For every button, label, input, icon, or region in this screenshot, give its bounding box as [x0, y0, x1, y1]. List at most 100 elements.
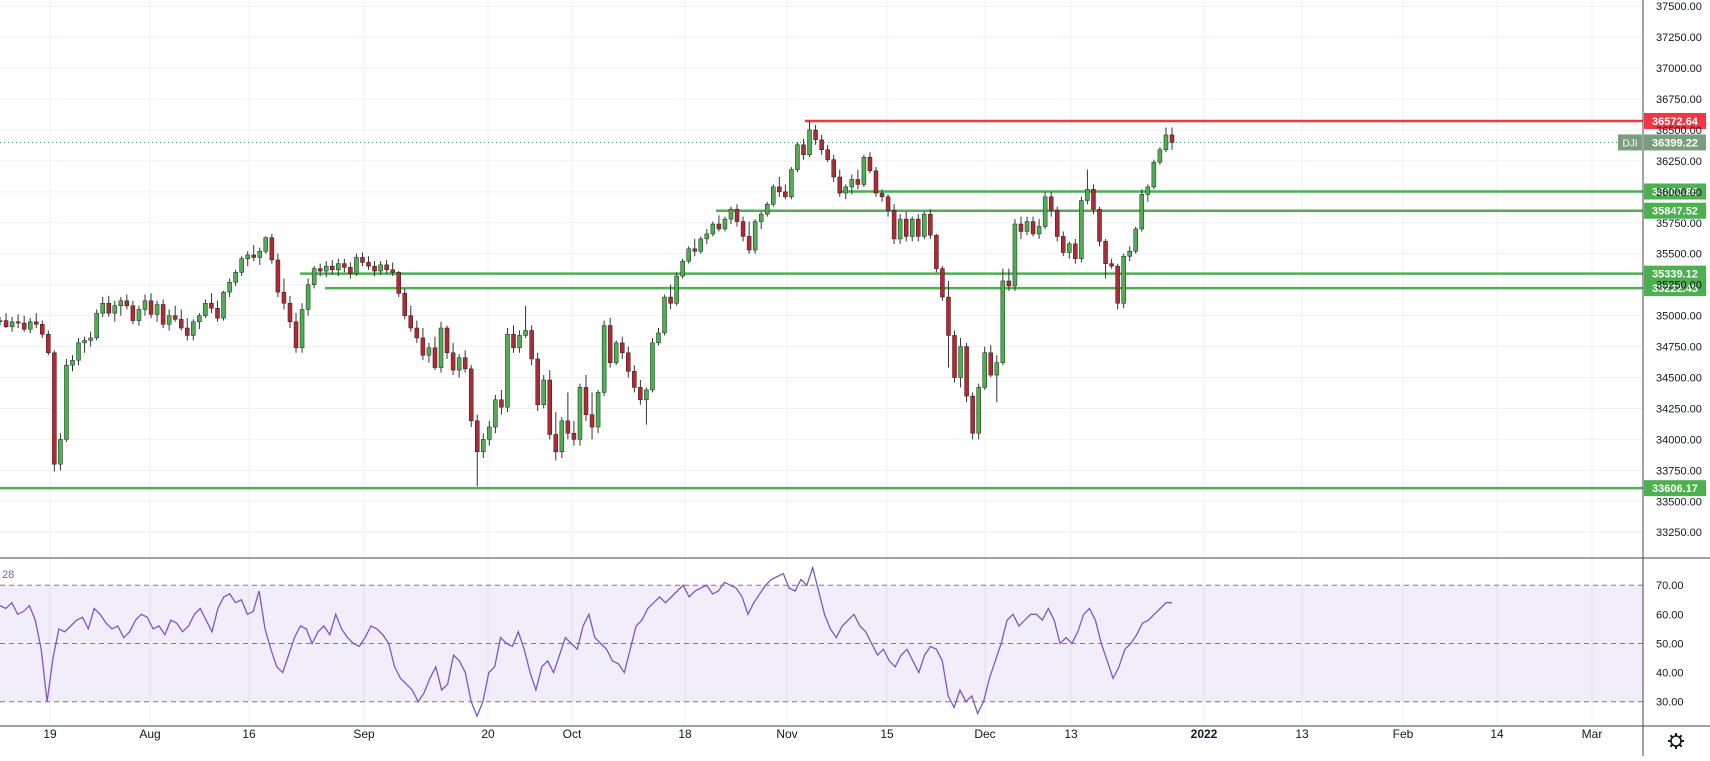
candle-body	[342, 263, 347, 268]
candle-body	[674, 275, 679, 304]
time-tick-label: Dec	[974, 727, 995, 741]
candle-body	[698, 238, 704, 252]
candle-body	[613, 342, 619, 363]
candle-body	[372, 265, 377, 272]
candle-body	[1042, 196, 1048, 227]
candle-body	[855, 179, 861, 185]
rsi-panel: 28	[0, 565, 1172, 719]
price-levels[interactable]: 36572.64 36002.85 35847.52 35339.12 35222.45…	[0, 112, 1706, 497]
candle-body	[160, 304, 166, 325]
time-tick-label: Nov	[776, 727, 797, 741]
candle-body	[958, 346, 963, 378]
level-price-label: 35222.45	[1652, 283, 1698, 295]
candle-body	[438, 327, 444, 368]
candle-body	[21, 322, 27, 330]
candle-body	[970, 395, 975, 434]
candle-body	[251, 254, 256, 258]
candle-body	[1061, 236, 1066, 253]
candle-body	[305, 284, 311, 310]
candle-body	[777, 186, 782, 193]
candle-body	[269, 237, 275, 261]
candle-body	[9, 321, 15, 328]
candle-body	[384, 264, 389, 271]
candle-body	[879, 192, 885, 198]
candles	[0, 121, 1175, 487]
candle-body	[994, 362, 1000, 376]
candle-body	[922, 213, 927, 237]
candle-body	[1121, 255, 1126, 304]
candle-body	[1169, 134, 1175, 143]
level-price-badge	[1644, 202, 1706, 219]
candle-body	[178, 319, 184, 329]
candle-body	[541, 379, 546, 406]
candle-body	[475, 420, 480, 453]
candle-body	[976, 387, 981, 434]
candle-body	[52, 352, 57, 465]
candle-body	[172, 315, 178, 320]
candle-body	[239, 258, 244, 273]
candle-body	[487, 426, 492, 440]
price-tick-label: 34500.00	[1656, 373, 1702, 385]
candle-body	[414, 327, 420, 339]
candle-body	[897, 218, 903, 240]
candle-body	[867, 156, 873, 172]
time-tick-label: Sep	[353, 727, 375, 741]
candle-body	[227, 281, 232, 293]
price-tick-label: 36750.00	[1656, 94, 1702, 106]
candle-body	[982, 352, 987, 388]
candle-body	[1067, 243, 1072, 253]
settings-icon[interactable]	[1668, 733, 1684, 749]
candle-body	[644, 389, 649, 401]
gear-tooth	[1679, 744, 1683, 748]
level-price-label: 35339.12	[1652, 269, 1698, 281]
candle-body	[82, 340, 87, 344]
candle-body	[801, 144, 806, 155]
time-tick-label: 20	[481, 727, 495, 741]
rsi-value-label: 28	[2, 569, 14, 581]
candle-body	[686, 248, 691, 262]
candle-body	[27, 321, 33, 330]
candle-body	[396, 272, 401, 294]
candle-body	[456, 357, 462, 371]
candle-body	[946, 296, 951, 336]
candle-body	[758, 213, 764, 222]
candle-body	[1006, 280, 1012, 287]
candle-body	[46, 333, 51, 354]
candle-body	[632, 371, 637, 388]
time-tick-label: 13	[1064, 727, 1078, 741]
candle-body	[221, 291, 226, 319]
candle-body	[1151, 161, 1157, 188]
price-tick-label: 33750.00	[1656, 465, 1702, 477]
candle-body	[940, 268, 945, 298]
candle-body	[728, 208, 734, 220]
candle-body	[547, 379, 553, 435]
candle-body	[903, 218, 909, 237]
symbol-label: DJI	[1623, 138, 1638, 149]
price-tick-label: 33250.00	[1656, 527, 1702, 539]
candle-body	[354, 257, 359, 274]
candle-body	[535, 358, 540, 406]
candle-body	[185, 327, 190, 336]
candle-body	[589, 414, 595, 428]
candle-body	[1000, 280, 1006, 363]
candle-body	[209, 303, 214, 309]
candle-body	[499, 399, 504, 408]
candle-body	[124, 300, 130, 306]
symbol-badge	[1618, 134, 1642, 151]
price-tick-label: 33500.00	[1656, 496, 1702, 508]
price-tick-label: 34750.00	[1656, 342, 1702, 354]
level-price-badge	[1644, 112, 1706, 129]
candle-body	[831, 159, 836, 178]
level-price-label: 36572.64	[1652, 116, 1699, 128]
candle-body	[1054, 210, 1060, 237]
candle-body	[203, 303, 208, 316]
candle-body	[680, 260, 685, 277]
candle-body	[3, 320, 9, 328]
candle-body	[891, 210, 897, 240]
price-tick-label: 37000.00	[1656, 63, 1702, 75]
last-price-badge	[1644, 134, 1706, 151]
candle-body	[934, 234, 939, 269]
candle-body	[873, 170, 879, 194]
